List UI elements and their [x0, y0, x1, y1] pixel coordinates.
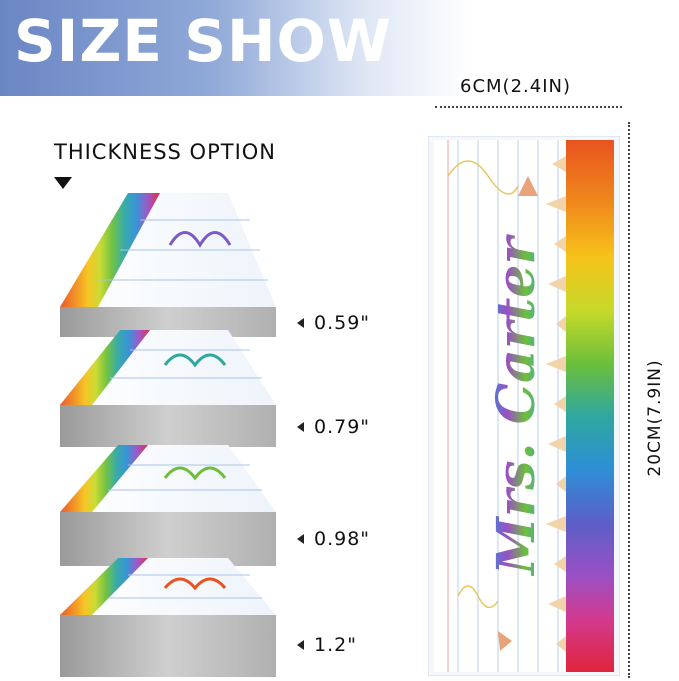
thickness-value: 0.98"	[314, 528, 371, 550]
arrow-left-icon	[297, 640, 304, 650]
block-2	[60, 330, 276, 447]
arrow-left-icon	[297, 318, 304, 328]
thickness-value: 1.2"	[314, 634, 357, 656]
name-sign: Mrs. Carter	[428, 136, 620, 676]
height-dimension-line	[628, 122, 630, 678]
thickness-option-4: 1.2"	[297, 634, 357, 656]
thickness-option-1: 0.59"	[297, 312, 370, 334]
thickness-value: 0.79"	[314, 416, 371, 438]
thickness-option-2: 0.79"	[297, 416, 370, 438]
arrow-left-icon	[297, 422, 304, 432]
down-triangle-icon	[54, 177, 72, 189]
thickness-value: 0.59"	[314, 312, 371, 334]
block-3	[60, 445, 276, 566]
block-1	[60, 193, 276, 337]
thickness-option-3: 0.98"	[297, 528, 370, 550]
height-dimension-label: 20CM(7.9IN)	[645, 359, 665, 477]
width-dimension-label: 6CM(2.4IN)	[460, 76, 571, 97]
arrow-left-icon	[297, 534, 304, 544]
banner-title: SIZE SHOW	[14, 7, 392, 75]
sign-name-text: Mrs. Carter	[486, 234, 547, 577]
thickness-option-title: THICKNESS OPTION	[54, 140, 277, 164]
banner	[0, 0, 470, 96]
width-dimension-line	[435, 106, 622, 108]
block-4	[60, 558, 276, 677]
